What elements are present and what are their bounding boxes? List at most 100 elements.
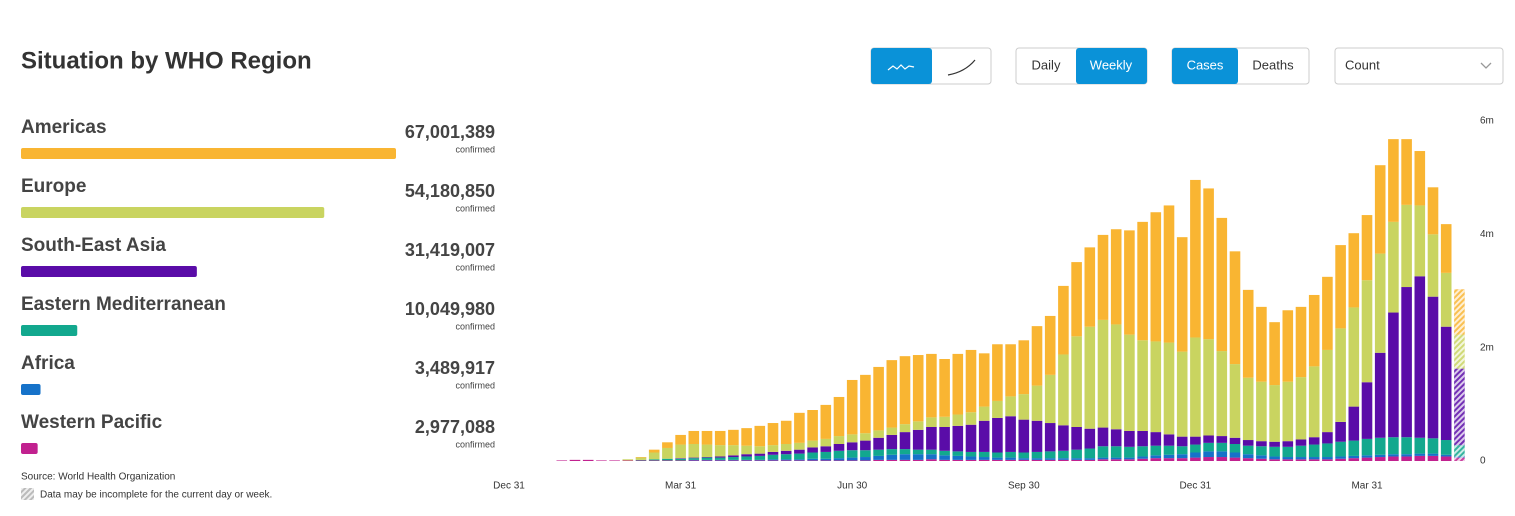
bar-segment: [1058, 425, 1069, 451]
bar-segment: [1322, 443, 1333, 458]
bar-segment: [1097, 427, 1109, 447]
bar-segment: [939, 359, 950, 417]
bar-segment: [1124, 459, 1135, 461]
incomplete-hatch: [1454, 368, 1465, 446]
bar-segment: [1295, 377, 1307, 440]
bar-segment: [1269, 456, 1280, 460]
bar-segment: [1361, 280, 1373, 383]
bar-segment: [978, 459, 990, 461]
bar-segment: [714, 459, 726, 461]
bar-segment: [767, 459, 779, 461]
chart-style-toggle[interactable]: [870, 47, 992, 85]
bar-segment: [1414, 151, 1426, 206]
measure-dropdown[interactable]: Count: [1334, 47, 1504, 85]
region-total: 2,977,088: [415, 417, 495, 437]
bar-segment: [1229, 364, 1241, 438]
bar-segment: [1216, 436, 1228, 443]
bar-segment: [1137, 458, 1148, 461]
bar-segment: [820, 451, 832, 459]
metric-toggle[interactable]: Cases Deaths: [1171, 47, 1310, 85]
bar-segment: [1137, 446, 1148, 457]
bar-segment: [675, 458, 686, 461]
bar-segment: [1374, 165, 1386, 254]
bar-segment: [899, 449, 911, 455]
bar-segment: [965, 349, 977, 413]
bar-segment: [1269, 322, 1280, 386]
dropdown-value[interactable]: Count: [1345, 57, 1380, 72]
bar-segment: [1044, 459, 1056, 461]
bar-segment: [1388, 312, 1399, 438]
bar-segment: [1058, 450, 1069, 459]
bar-segment: [1440, 224, 1452, 273]
bar-segment: [1374, 437, 1386, 455]
bar-segment: [1150, 341, 1162, 433]
bar-segment: [1308, 366, 1320, 438]
bar-segment: [926, 459, 937, 461]
bar-segment: [1018, 459, 1030, 461]
toggle-active[interactable]: [1172, 48, 1238, 84]
bar-segment: [833, 458, 845, 461]
deaths-button[interactable]: Deaths: [1252, 57, 1294, 72]
period-toggle[interactable]: Daily Weekly: [1015, 47, 1148, 85]
bar-segment: [1414, 453, 1426, 456]
bar-segment: [1388, 139, 1399, 222]
bar-segment: [780, 444, 792, 451]
dropdown-frame[interactable]: [1334, 47, 1504, 85]
bar-segment: [833, 460, 845, 461]
bar-segment: [1058, 285, 1069, 355]
bar-segment: [846, 450, 858, 458]
bar-segment: [939, 455, 950, 460]
cases-button[interactable]: Cases: [1187, 57, 1224, 72]
bar-segment: [820, 458, 832, 461]
bar-segment: [728, 455, 739, 458]
bar-segment: [1374, 253, 1386, 353]
bar-segment: [1427, 296, 1439, 439]
bar-segment: [899, 432, 911, 450]
bar-segment: [688, 444, 700, 458]
bar-segment: [807, 458, 818, 461]
bar-segment: [1071, 459, 1082, 461]
bar-segment: [1216, 451, 1228, 458]
bar-segment: [1216, 457, 1228, 461]
bar-segment: [978, 406, 990, 421]
bar-segment: [833, 444, 845, 451]
bar-segment: [873, 430, 884, 438]
bar-segment: [926, 353, 937, 418]
region-name: Eastern Mediterranean: [21, 294, 226, 315]
bar-segment: [1071, 449, 1082, 459]
bar-segment: [701, 444, 713, 458]
bar-segment: [714, 460, 726, 461]
bar-segment: [754, 455, 766, 460]
bar-segment: [833, 450, 845, 459]
bar-segment: [1031, 451, 1043, 459]
bar-segment: [1361, 457, 1373, 461]
bar-segment: [1018, 458, 1030, 460]
bar-segment: [1361, 438, 1373, 456]
icon-cumulative[interactable]: [947, 59, 976, 76]
bar-segment: [754, 453, 766, 456]
bar-segment: [1084, 448, 1096, 459]
bar-segment: [688, 459, 700, 461]
region-caption: confirmed: [455, 262, 495, 272]
toggle-active[interactable]: [1076, 48, 1147, 84]
bar-segment: [807, 410, 818, 441]
bar-segment: [596, 460, 607, 461]
bar-segment: [1005, 457, 1016, 460]
daily-button[interactable]: Daily: [1032, 57, 1061, 72]
bar-segment: [714, 445, 726, 457]
bar-segment: [635, 460, 647, 461]
bar-segment: [1031, 458, 1043, 460]
bar-segment: [820, 438, 832, 447]
weekly-button[interactable]: Weekly: [1090, 57, 1133, 72]
icon-bars: [887, 64, 915, 71]
region-caption: confirmed: [455, 144, 495, 154]
bar-segment: [860, 450, 871, 458]
bar-segment: [1335, 441, 1346, 457]
bar-segment: [1242, 445, 1254, 455]
bar-segment: [1401, 204, 1412, 288]
bar-segment: [662, 458, 673, 461]
bar-segment: [675, 444, 686, 459]
bar-segment: [741, 428, 752, 446]
bar-segment: [1176, 458, 1188, 461]
bar-segment: [886, 449, 898, 455]
